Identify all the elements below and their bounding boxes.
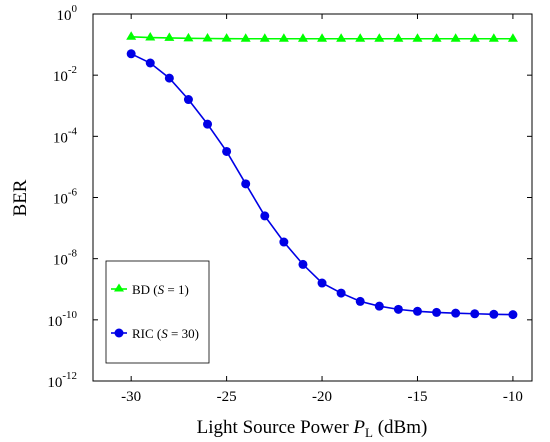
x-axis-title-post: (dBm) xyxy=(373,417,427,438)
data-point-bd xyxy=(488,33,499,42)
data-point-bd xyxy=(164,32,175,41)
legend-label-ric: RIC (S = 30) xyxy=(132,326,199,341)
data-point-ric xyxy=(355,296,365,306)
data-point-bd xyxy=(431,33,442,42)
y-axis-title: BER xyxy=(10,179,31,216)
data-point-bd xyxy=(297,33,308,42)
data-point-ric xyxy=(164,73,174,83)
legend-marker-ric xyxy=(114,328,124,338)
data-point-bd xyxy=(259,33,270,42)
data-point-bd xyxy=(126,31,137,40)
y-tick-base: 10 xyxy=(53,130,68,146)
y-tick-exponent: 0 xyxy=(72,3,78,15)
data-point-bd xyxy=(221,33,232,42)
data-point-ric xyxy=(470,309,480,319)
data-point-bd xyxy=(317,33,328,42)
y-tick-base: 10 xyxy=(47,375,62,391)
y-tick-exponent: -6 xyxy=(68,187,78,199)
data-point-ric xyxy=(451,308,461,318)
y-tick-label: 10-4 xyxy=(53,125,78,146)
data-point-ric xyxy=(374,301,384,311)
x-tick-label: -30 xyxy=(121,389,141,405)
data-point-ric xyxy=(298,259,308,269)
legend-label-ric-var: S xyxy=(161,326,168,341)
y-tick-label: 10-8 xyxy=(53,248,78,269)
data-point-ric xyxy=(393,304,403,314)
x-tick-label: -25 xyxy=(217,389,237,405)
data-point-ric xyxy=(222,146,232,156)
legend-marker-bd xyxy=(114,283,124,292)
legend: BD (S = 1) RIC (S = 30) xyxy=(105,260,210,364)
data-point-ric xyxy=(203,119,213,129)
data-point-ric xyxy=(260,211,270,221)
y-tick-base: 10 xyxy=(57,8,72,24)
x-axis-title-sub: L xyxy=(365,425,373,440)
legend-label-bd-pre: BD ( xyxy=(132,282,158,297)
data-point-ric xyxy=(145,58,155,68)
x-axis-title-pre: Light Source Power xyxy=(197,417,354,438)
y-tick-label: 10-6 xyxy=(53,187,78,208)
y-tick-label: 10-10 xyxy=(47,309,77,330)
data-point-bd xyxy=(469,33,480,42)
y-tick-base: 10 xyxy=(53,253,68,269)
legend-label-bd: BD (S = 1) xyxy=(132,282,189,297)
data-point-ric xyxy=(183,95,193,105)
x-tick-label: -15 xyxy=(407,389,427,405)
y-tick-exponent: -8 xyxy=(68,248,78,260)
data-point-bd xyxy=(145,32,156,41)
y-tick-exponent: -2 xyxy=(68,64,77,76)
x-tick-label: -10 xyxy=(503,389,523,405)
data-point-ric xyxy=(241,179,251,189)
data-point-bd xyxy=(450,33,461,42)
y-tick-exponent: -10 xyxy=(62,309,77,321)
data-point-bd xyxy=(507,33,518,42)
data-point-ric xyxy=(432,307,442,317)
legend-label-bd-var: S xyxy=(158,282,165,297)
y-tick-label: 100 xyxy=(57,3,78,24)
legend-label-ric-pre: RIC ( xyxy=(132,326,161,341)
data-point-ric xyxy=(489,309,499,319)
data-point-bd xyxy=(278,33,289,42)
data-point-bd xyxy=(374,33,385,42)
y-tick-label: 10-12 xyxy=(47,370,77,391)
x-axis-title-var: P xyxy=(352,417,365,438)
data-point-bd xyxy=(202,33,213,42)
data-point-ric xyxy=(126,49,136,59)
data-point-bd xyxy=(355,33,366,42)
y-tick-base: 10 xyxy=(47,314,62,330)
x-tick-label: -20 xyxy=(312,389,332,405)
legend-label-bd-post: = 1) xyxy=(164,282,189,297)
y-tick-base: 10 xyxy=(53,192,68,208)
legend-label-ric-post: = 30) xyxy=(168,326,199,341)
data-point-bd xyxy=(412,33,423,42)
data-point-ric xyxy=(412,306,422,316)
series-layer xyxy=(126,31,518,320)
y-tick-base: 10 xyxy=(53,69,68,85)
y-tick-label: 10-2 xyxy=(53,64,77,85)
data-point-ric xyxy=(508,310,518,320)
data-point-bd xyxy=(336,33,347,42)
data-point-ric xyxy=(279,237,289,247)
x-axis-ticks: -30 -25 -20 -15 -10 xyxy=(121,14,523,405)
x-axis-title: Light Source Power PL (dBm) xyxy=(197,417,428,440)
data-point-ric xyxy=(317,278,327,288)
data-point-bd xyxy=(183,32,194,42)
data-point-ric xyxy=(336,288,346,298)
legend-box xyxy=(105,260,210,364)
data-point-bd xyxy=(393,33,404,42)
data-point-bd xyxy=(240,33,251,42)
y-tick-exponent: -12 xyxy=(62,370,77,382)
y-tick-exponent: -4 xyxy=(68,125,78,137)
